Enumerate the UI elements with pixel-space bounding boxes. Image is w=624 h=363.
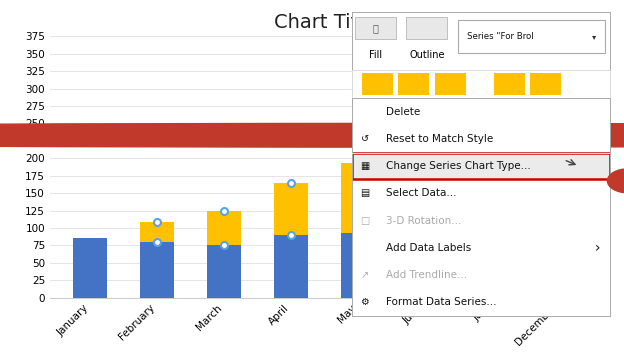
Bar <box>408 148 442 237</box>
FancyBboxPatch shape <box>458 20 605 53</box>
Bar <box>475 57 509 228</box>
Text: ▾: ▾ <box>592 32 596 41</box>
Text: Change Series Chart Type...: Change Series Chart Type... <box>386 161 530 171</box>
FancyBboxPatch shape <box>406 17 447 39</box>
FancyBboxPatch shape <box>530 73 561 95</box>
Bar <box>475 228 509 298</box>
Circle shape <box>0 123 624 147</box>
Text: 3-D Rotation...: 3-D Rotation... <box>386 216 461 226</box>
Text: Add Data Labels: Add Data Labels <box>386 243 470 253</box>
Text: ↗: ↗ <box>361 270 369 280</box>
Bar <box>341 163 374 233</box>
FancyBboxPatch shape <box>434 73 466 95</box>
Text: 🖐: 🖐 <box>373 23 378 33</box>
Text: □: □ <box>360 216 369 226</box>
Bar <box>140 242 174 298</box>
Bar <box>74 238 107 298</box>
Bar <box>207 211 241 245</box>
FancyBboxPatch shape <box>354 17 396 39</box>
Text: Add Trendline...: Add Trendline... <box>386 270 467 280</box>
Text: ▤: ▤ <box>360 188 369 198</box>
Text: Outline: Outline <box>409 50 444 61</box>
Bar <box>140 223 174 242</box>
Text: Reset to Match Style: Reset to Match Style <box>386 134 493 144</box>
Bar <box>275 235 308 298</box>
Bar <box>275 183 308 235</box>
Bar <box>542 245 575 298</box>
FancyBboxPatch shape <box>352 153 610 179</box>
Bar <box>475 127 509 163</box>
Text: 6: 6 <box>388 126 402 145</box>
Title: Chart Title: Chart Title <box>273 13 376 32</box>
Text: ↺: ↺ <box>361 134 369 144</box>
Text: ⚙: ⚙ <box>361 297 369 307</box>
Text: Select Data...: Select Data... <box>386 188 456 198</box>
Bar <box>408 237 442 298</box>
FancyBboxPatch shape <box>494 73 525 95</box>
Bar <box>207 245 241 298</box>
Text: 7: 7 <box>623 174 624 188</box>
Text: ▦: ▦ <box>360 161 369 171</box>
Text: Delete: Delete <box>386 107 420 117</box>
Bar <box>341 233 374 298</box>
Text: Series "For Brol: Series "For Brol <box>467 32 534 41</box>
Text: ›: › <box>594 241 600 255</box>
Text: Format Data Series...: Format Data Series... <box>386 297 496 307</box>
Text: Fill: Fill <box>369 50 382 61</box>
FancyBboxPatch shape <box>399 73 429 95</box>
FancyBboxPatch shape <box>363 73 393 95</box>
